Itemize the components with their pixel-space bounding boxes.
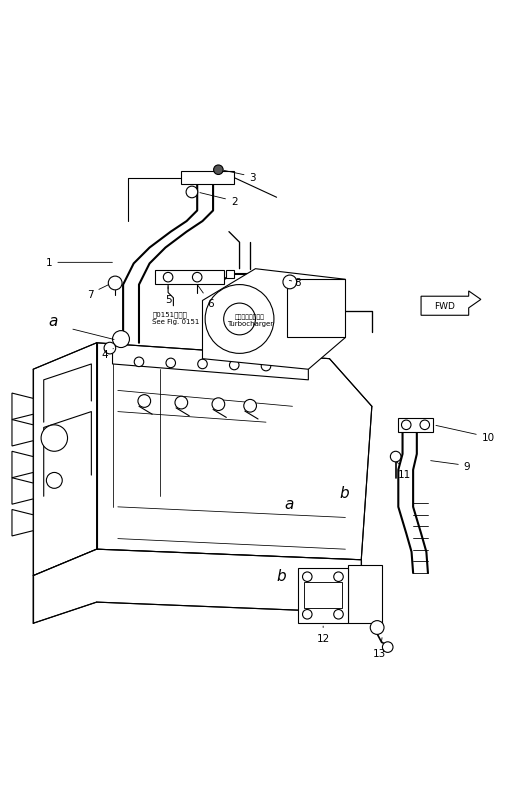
Bar [226, 271, 234, 279]
Circle shape [163, 273, 173, 283]
Polygon shape [12, 510, 33, 536]
Text: 11: 11 [397, 462, 411, 479]
Text: 4: 4 [101, 349, 113, 360]
Polygon shape [97, 344, 372, 560]
Text: 3: 3 [224, 171, 256, 182]
Circle shape [383, 642, 393, 653]
Circle shape [214, 165, 223, 175]
Circle shape [104, 343, 115, 354]
Text: 7: 7 [87, 285, 109, 300]
Text: 6: 6 [198, 286, 214, 308]
Text: b: b [339, 486, 348, 501]
Circle shape [303, 609, 312, 619]
Circle shape [205, 285, 274, 354]
Text: See Fig. 0151: See Fig. 0151 [152, 318, 200, 324]
Text: a: a [285, 496, 294, 512]
Circle shape [109, 277, 122, 291]
Polygon shape [12, 452, 33, 478]
Polygon shape [12, 420, 33, 446]
Polygon shape [348, 565, 383, 623]
Circle shape [303, 573, 312, 581]
Circle shape [244, 400, 256, 413]
Circle shape [229, 361, 239, 370]
Polygon shape [33, 549, 361, 623]
Bar [155, 271, 223, 285]
Circle shape [390, 452, 401, 463]
Polygon shape [398, 418, 433, 432]
Text: 第0151図参照: 第0151図参照 [152, 311, 187, 318]
Text: a: a [48, 314, 57, 329]
Polygon shape [203, 269, 345, 370]
Circle shape [212, 398, 225, 411]
Circle shape [41, 426, 68, 452]
Circle shape [283, 275, 297, 289]
Polygon shape [12, 393, 33, 420]
Text: 2: 2 [200, 194, 238, 206]
Circle shape [198, 360, 207, 369]
Text: b: b [277, 569, 286, 583]
Text: FWD: FWD [435, 302, 455, 311]
Circle shape [420, 421, 429, 430]
Text: 1: 1 [46, 258, 112, 268]
Circle shape [334, 609, 343, 619]
Circle shape [370, 621, 384, 634]
Polygon shape [33, 344, 97, 576]
Circle shape [113, 331, 129, 349]
Circle shape [402, 421, 411, 430]
Circle shape [175, 397, 188, 410]
Text: ターボチャージャ: ターボチャージャ [235, 314, 265, 320]
Circle shape [334, 573, 343, 581]
Circle shape [193, 273, 202, 283]
Text: Turbocharger: Turbocharger [227, 321, 273, 327]
Circle shape [186, 187, 198, 198]
Polygon shape [287, 280, 345, 338]
Text: 5: 5 [165, 287, 171, 305]
Circle shape [223, 304, 255, 336]
Circle shape [46, 473, 62, 489]
Text: 13: 13 [373, 638, 386, 658]
Bar [181, 172, 234, 185]
Text: 9: 9 [431, 461, 470, 471]
Circle shape [166, 359, 176, 369]
Circle shape [138, 395, 151, 408]
Polygon shape [421, 291, 481, 316]
Text: 10: 10 [436, 426, 495, 442]
Text: 8: 8 [289, 278, 301, 288]
Circle shape [134, 357, 144, 367]
Polygon shape [298, 568, 348, 623]
Text: 12: 12 [317, 626, 330, 643]
Bar [304, 582, 342, 609]
Circle shape [261, 362, 271, 371]
Polygon shape [12, 478, 33, 504]
